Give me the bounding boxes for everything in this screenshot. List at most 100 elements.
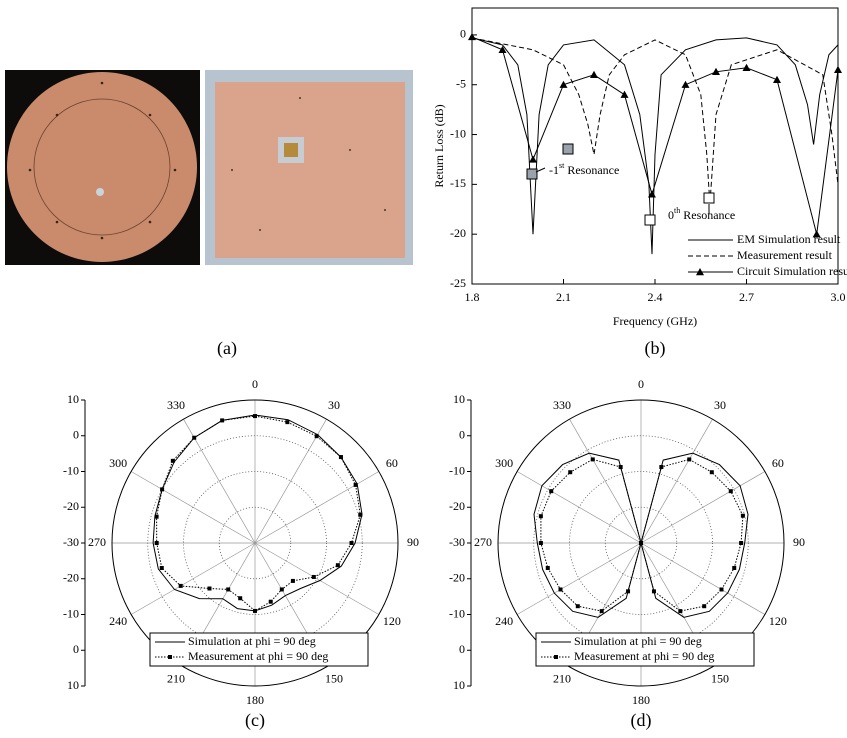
series-marker (702, 604, 707, 609)
radial-tick-label: 0 (73, 428, 79, 442)
annotation-text: -1 (549, 163, 559, 177)
panel-label: (d) (631, 710, 652, 731)
series-line (471, 37, 839, 205)
radial-tick-label: 10 (453, 392, 465, 406)
series-marker (618, 465, 623, 470)
series-marker (154, 541, 159, 545)
legend-label: Circuit Simulation result (737, 264, 847, 278)
series-marker (719, 587, 724, 592)
series-marker (159, 565, 164, 570)
angle-label: 210 (167, 672, 185, 686)
ring (218, 506, 292, 580)
radial-tick-label: 0 (459, 642, 465, 656)
series-marker (599, 609, 604, 614)
y-tick-label: -5 (456, 76, 466, 90)
angle-label: 60 (772, 456, 784, 470)
angle-label: 270 (474, 535, 492, 549)
series-line (471, 37, 839, 255)
legend-label: Simulation at phi = 90 deg (188, 634, 316, 648)
ring (497, 399, 785, 687)
series-line (471, 36, 839, 235)
radial-tick-label: -10 (63, 463, 79, 477)
y-tick-label: -10 (450, 126, 466, 140)
annotation: 0th Resonance (668, 206, 735, 222)
series-marker (773, 75, 781, 83)
series-marker (178, 583, 183, 588)
series-marker (170, 458, 175, 463)
spoke (254, 418, 327, 544)
annotation-marker (526, 168, 538, 180)
series-line (156, 415, 361, 612)
spoke (640, 418, 713, 544)
radial-tick-label: -20 (63, 499, 79, 513)
annotation-marker (644, 214, 656, 226)
annotation-text: 0 (668, 208, 674, 222)
angle-label: 300 (109, 456, 127, 470)
y-axis-label: Return Loss (dB) (432, 104, 446, 187)
series-marker (311, 574, 316, 579)
photo-circular-antenna (5, 70, 200, 265)
spoke (640, 542, 766, 615)
angle-label: 90 (407, 535, 419, 549)
series-marker (834, 65, 842, 73)
annotation-marker (703, 192, 715, 204)
radial-tick-label: -30 (449, 535, 465, 549)
radial-tick-label: 0 (459, 428, 465, 442)
series-marker (620, 90, 629, 98)
series-marker (681, 80, 690, 88)
radial-tick-label: -20 (63, 571, 79, 585)
series-marker (285, 420, 290, 425)
angle-label: 330 (167, 398, 185, 412)
radial-tick-label: -10 (449, 463, 465, 477)
angle-label: 150 (711, 672, 729, 686)
series-marker (740, 513, 745, 518)
y-tick-label: -15 (450, 176, 466, 190)
radial-tick-label: 10 (67, 392, 79, 406)
annotation-rest: Resonance (564, 163, 619, 177)
x-tick-label: 2.4 (648, 290, 663, 304)
series-marker (687, 457, 692, 462)
series-marker (468, 32, 476, 41)
series-marker (626, 589, 631, 594)
series-marker (558, 587, 563, 592)
angle-label: 120 (383, 614, 401, 628)
angle-label: 210 (553, 672, 571, 686)
series-marker (160, 487, 165, 492)
radial-tick-label: 10 (453, 678, 465, 692)
legend-box (535, 632, 755, 667)
legend-marker (168, 655, 172, 659)
y-tick-label: 0 (460, 27, 466, 41)
radial-tick-label: 0 (73, 642, 79, 656)
y-tick-label: -20 (450, 226, 466, 240)
panel-label: (b) (645, 338, 666, 359)
panel-label: (c) (245, 710, 265, 731)
annotation-arrow (535, 167, 546, 173)
series-marker (220, 418, 225, 423)
angle-label: 0 (638, 377, 644, 391)
series-marker (154, 514, 159, 519)
series-marker (314, 434, 319, 439)
angle-label: 270 (88, 535, 106, 549)
angle-label: 60 (386, 456, 398, 470)
angle-label: 330 (553, 398, 571, 412)
series-marker (549, 489, 554, 494)
series-marker (253, 414, 257, 419)
angle-label: 300 (495, 456, 513, 470)
series-marker (498, 45, 507, 54)
legend-box (149, 632, 369, 667)
legend-label: Measurement result (737, 248, 833, 262)
annotation-sup: th (674, 206, 680, 215)
legend-marker (696, 268, 704, 276)
series-marker (538, 514, 543, 519)
y-tick-label: -25 (450, 276, 466, 290)
ring (604, 506, 678, 580)
series-marker (290, 578, 295, 583)
series-marker (728, 489, 733, 494)
radial-tick-label: -20 (449, 499, 465, 513)
annotation-rest: Resonance (680, 208, 735, 222)
annotation-sup: st (559, 161, 565, 170)
radial-tick-label: -10 (63, 606, 79, 620)
series-marker (338, 455, 343, 460)
series-marker (349, 541, 354, 545)
series-marker (709, 470, 714, 475)
